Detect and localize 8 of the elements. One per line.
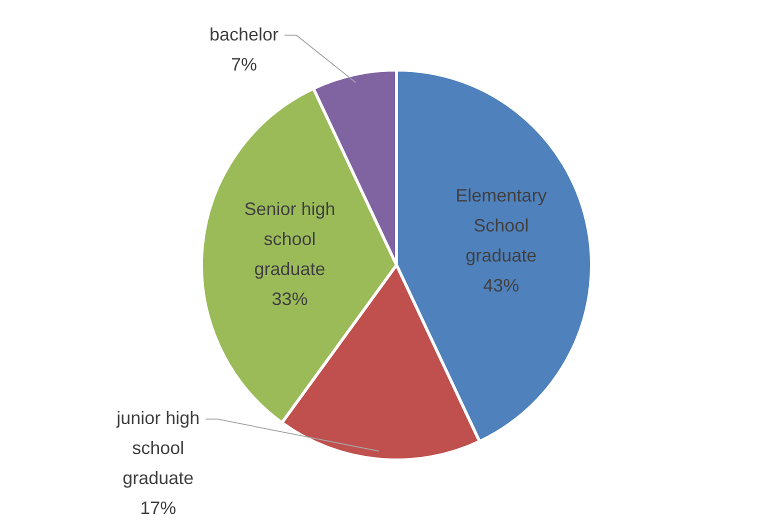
data-label: 7% [230,54,257,74]
slice-label: Elementary School graduate [456,186,547,266]
slice-label: junior high school graduate [116,408,200,488]
slice-label: Senior high school graduate [244,198,336,279]
data-label: 43% [483,276,520,296]
slice-label: bachelor [209,24,278,44]
data-label: 33% [272,288,308,309]
data-label: 17% [140,498,176,518]
